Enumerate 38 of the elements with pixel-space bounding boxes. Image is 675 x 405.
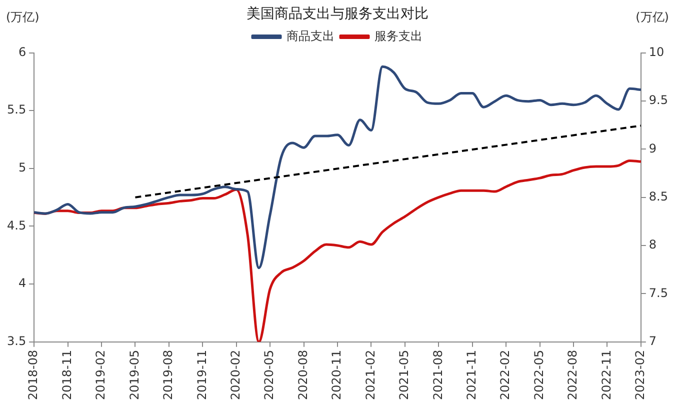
y2-tick-label: 8 (648, 238, 657, 252)
y-tick-label: 5 (18, 160, 26, 175)
y2-tick-label: 10 (648, 44, 664, 59)
x-tick-label: 2019-02 (94, 350, 108, 400)
x-tick-label: 2018-11 (60, 350, 74, 400)
x-tick-label: 2019-11 (194, 350, 209, 400)
x-tick-label: 2019-05 (127, 350, 142, 400)
x-tick-label: 2020-08 (296, 350, 310, 400)
x-tick-label: 2018-08 (26, 350, 40, 400)
x-tick-label: 2023-02 (633, 350, 648, 400)
x-tick-label: 2020-02 (228, 350, 242, 400)
y2-tick-label: 9 (648, 141, 657, 156)
line-series (32, 65, 642, 270)
y-tick-label: 6 (18, 44, 26, 59)
x-tick-label: 2019-08 (161, 350, 176, 400)
x-tick-label: 2020-05 (262, 350, 276, 400)
x-tick-label: 2022-08 (566, 350, 580, 400)
y2-tick-label: 8.5 (648, 189, 668, 204)
x-tick-label: 2021-05 (397, 350, 412, 400)
x-tick-label: 2021-11 (464, 350, 478, 400)
x-tick-label: 2022-05 (532, 350, 546, 400)
y-axis-title: (万亿) (6, 10, 40, 24)
y2-tick-label: 7 (648, 334, 657, 348)
chart-title: 美国商品支出与服务支出对比 (246, 6, 428, 22)
legend-label: 服务支出 (374, 28, 422, 43)
x-tick-label: 2022-02 (498, 350, 512, 400)
y2-axis-title: (万亿) (636, 10, 669, 24)
y2-tick-label: 7.5 (648, 286, 668, 300)
y2-tick-label: 9.5 (648, 93, 668, 108)
y-tick-label: 4.5 (6, 218, 26, 232)
x-tick-label: 2022-11 (599, 350, 614, 400)
y-tick-label: 5.5 (6, 102, 26, 117)
y-tick-label: 3.5 (6, 334, 26, 348)
x-tick-label: 2021-08 (430, 350, 445, 400)
legend-label: 商品支出 (286, 28, 334, 43)
x-tick-label: 2020-11 (330, 350, 344, 400)
y-tick-label: 4 (18, 276, 26, 290)
x-tick-label: 2021-02 (363, 350, 378, 400)
